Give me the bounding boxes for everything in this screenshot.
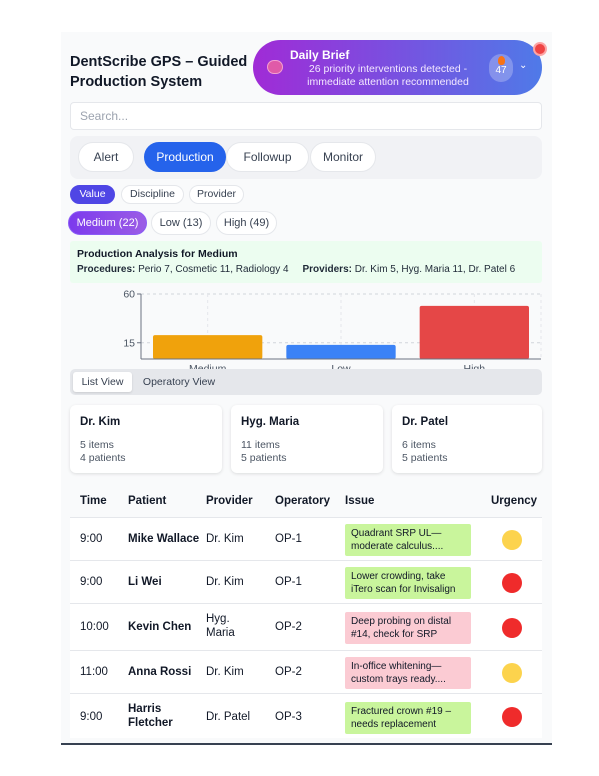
row-patient: Anna Rossi (128, 666, 192, 678)
header: DentScribe GPS – Guided Production Syste… (61, 40, 552, 98)
provider-card-dr-patel[interactable]: Dr. Patel 6 items 5 patients (392, 405, 542, 473)
table-row[interactable]: 9:00 Mike Wallace Dr. Kim OP-1 Quadrant … (70, 517, 542, 560)
bottom-divider (61, 743, 552, 745)
row-operatory: OP-1 (275, 533, 302, 545)
flame-icon (497, 56, 505, 65)
priority-count-badge: 47 (489, 54, 513, 82)
row-patient: Harris Fletcher (128, 703, 173, 729)
column-header-urgency: Urgency (491, 495, 538, 507)
tab-monitor[interactable]: Monitor (310, 142, 376, 172)
row-time: 9:00 (80, 576, 103, 588)
urgency-indicator (502, 707, 522, 727)
group-by-value[interactable]: Value (70, 185, 115, 204)
row-issue-tag: Deep probing on distal #14, check for SR… (345, 612, 471, 644)
provider-card-dr-kim[interactable]: Dr. Kim 5 items 4 patients (70, 405, 222, 473)
provider-card-items: 11 items (241, 439, 280, 451)
providers-value: Dr. Kim 5, Hyg. Maria 11, Dr. Patel 6 (354, 264, 516, 275)
row-issue-tag: Lower crowding, take iTero scan for Invi… (345, 567, 471, 599)
column-header-time: Time (80, 495, 107, 507)
row-operatory: OP-2 (275, 666, 302, 678)
provider-card-patients: 5 patients (241, 452, 287, 464)
analysis-summary: Procedures: Perio 7, Cosmetic 11, Radiol… (77, 264, 515, 275)
chart-bar-high (419, 305, 529, 359)
table-row[interactable]: 11:00 Anna Rossi Dr. Kim OP-2 In-office … (70, 650, 542, 693)
daily-brief-title: Daily Brief (290, 48, 350, 62)
daily-brief-message: 26 priority interventions detected - imm… (307, 63, 469, 88)
column-header-operatory: Operatory (275, 495, 330, 507)
main-tabs: Alert Production Followup Monitor (70, 136, 542, 179)
app-title: DentScribe GPS – Guided Production Syste… (70, 54, 248, 90)
row-time: 9:00 (80, 711, 103, 723)
priority-count: 47 (495, 65, 507, 76)
row-provider: Dr. Kim (206, 576, 244, 588)
notification-dot[interactable] (533, 42, 547, 56)
chevron-down-icon[interactable]: ⌄ (519, 60, 528, 71)
production-bar-chart: 6015MediumLowHigh (123, 289, 542, 375)
provider-card-patients: 4 patients (80, 452, 126, 464)
row-provider: Dr. Patel (206, 711, 251, 723)
procedures-value: Perio 7, Cosmetic 11, Radiology 4 (138, 264, 289, 275)
view-toggle: List View Operatory View (70, 369, 542, 395)
providers-label: Providers: (302, 264, 352, 275)
provider-card-name: Dr. Patel (402, 416, 449, 428)
brain-icon (267, 60, 283, 74)
provider-card-patients: 5 patients (402, 452, 448, 464)
table-row[interactable]: 10:00 Kevin Chen Hyg. Maria OP-2 Deep pr… (70, 603, 542, 650)
row-operatory: OP-3 (275, 711, 302, 723)
row-patient: Kevin Chen (128, 621, 192, 633)
row-issue-tag: Fractured crown #19 – needs replacement (345, 702, 471, 734)
provider-card-items: 5 items (80, 439, 114, 451)
row-provider: Dr. Kim (206, 666, 244, 678)
row-issue-tag: Quadrant SRP UL—moderate calculus.... (345, 524, 471, 556)
chart-bar-medium (153, 335, 263, 359)
provider-card-hyg-maria[interactable]: Hyg. Maria 11 items 5 patients (231, 405, 383, 473)
row-issue-tag: In-office whitening—custom trays ready..… (345, 657, 471, 689)
urgency-indicator (502, 573, 522, 593)
row-patient: Mike Wallace (128, 533, 200, 545)
column-header-issue: Issue (345, 495, 375, 507)
row-operatory: OP-2 (275, 621, 302, 633)
row-provider: Dr. Kim (206, 533, 244, 545)
procedures-label: Procedures: (77, 264, 136, 275)
urgency-indicator (502, 530, 522, 550)
filter-low[interactable]: Low (13) (151, 211, 211, 235)
filter-high[interactable]: High (49) (216, 211, 277, 235)
row-operatory: OP-1 (275, 576, 302, 588)
provider-card-name: Dr. Kim (80, 416, 121, 428)
provider-card-items: 6 items (402, 439, 436, 451)
chart-y-tick-label: 60 (123, 289, 135, 301)
row-patient: Li Wei (128, 576, 162, 588)
tab-production[interactable]: Production (144, 142, 226, 172)
tab-list-view[interactable]: List View (73, 372, 132, 392)
group-by-provider[interactable]: Provider (189, 185, 244, 204)
column-header-provider: Provider (206, 495, 253, 507)
table-row[interactable]: 9:00 Li Wei Dr. Kim OP-1 Lower crowding,… (70, 560, 542, 603)
app-frame: DentScribe GPS – Guided Production Syste… (61, 32, 552, 744)
provider-card-name: Hyg. Maria (241, 416, 300, 428)
production-analysis-panel: Production Analysis for Medium Procedure… (70, 241, 542, 283)
chart-bar-low (286, 344, 396, 359)
row-time: 9:00 (80, 533, 103, 545)
urgency-indicator (502, 663, 522, 683)
search-input[interactable] (70, 102, 542, 130)
urgency-indicator (502, 618, 522, 638)
column-header-patient: Patient (128, 495, 167, 507)
chart-y-tick-label: 15 (123, 337, 135, 349)
row-time: 10:00 (80, 621, 109, 633)
row-time: 11:00 (80, 666, 108, 678)
row-provider: Hyg. Maria (206, 613, 235, 639)
filter-medium[interactable]: Medium (22) (68, 211, 147, 235)
table-row[interactable]: 9:00 Harris Fletcher Dr. Patel OP-3 Frac… (70, 693, 542, 738)
tab-followup[interactable]: Followup (226, 142, 309, 172)
group-by-discipline[interactable]: Discipline (121, 185, 184, 204)
tab-alert[interactable]: Alert (78, 142, 134, 172)
analysis-title: Production Analysis for Medium (77, 248, 238, 260)
daily-brief-banner[interactable]: Daily Brief 26 priority interventions de… (253, 40, 542, 95)
tab-operatory-view[interactable]: Operatory View (142, 376, 216, 388)
